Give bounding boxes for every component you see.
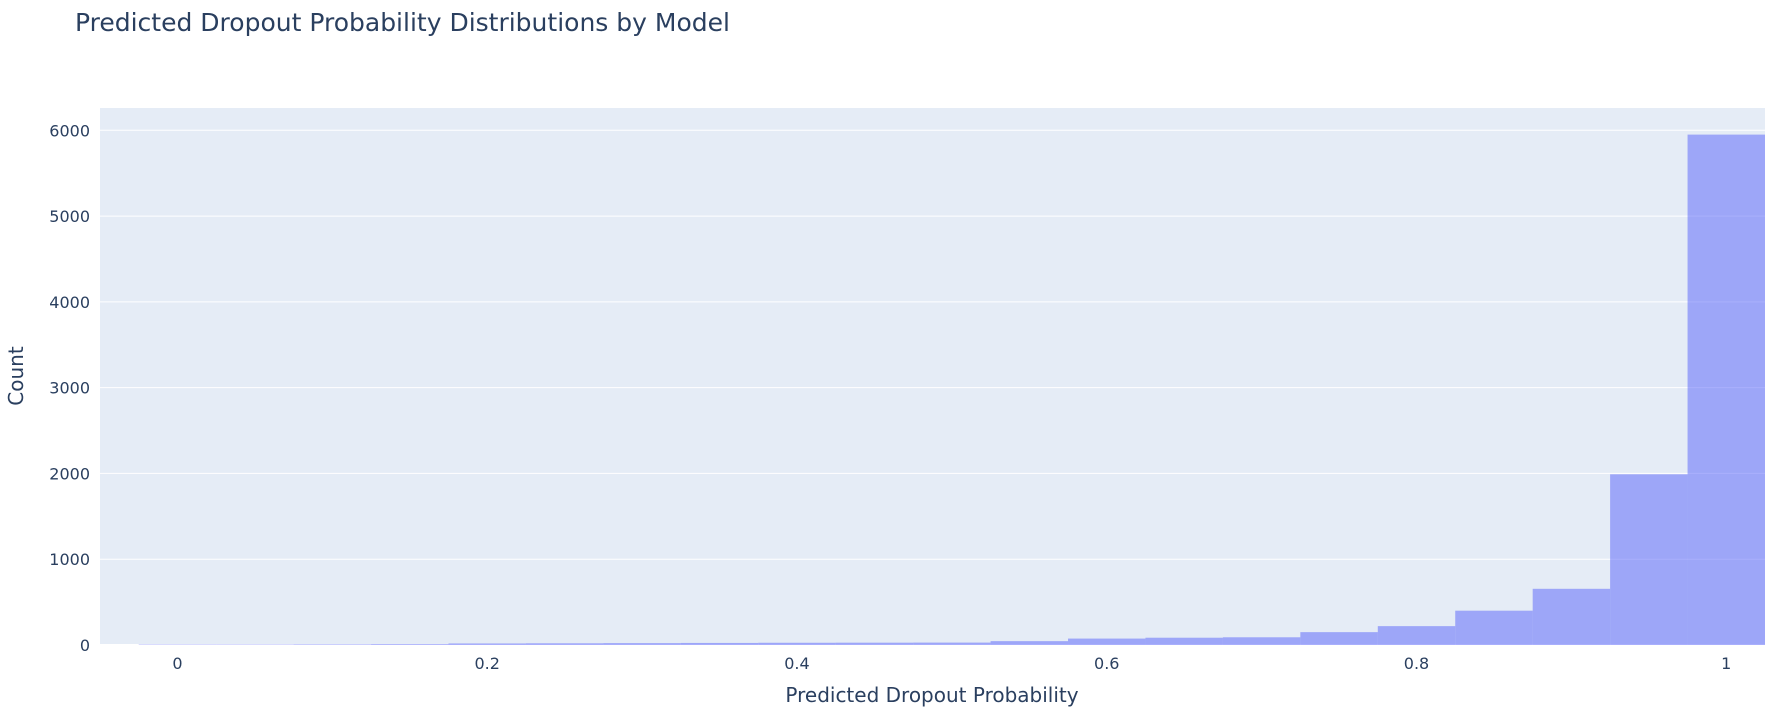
histogram-bar — [1222, 637, 1301, 645]
histogram-bar — [1610, 474, 1688, 645]
histogram-bar — [1300, 632, 1378, 645]
y-tick-label: 3000 — [49, 379, 90, 398]
y-axis-label: Count — [4, 346, 28, 406]
histogram-bar — [758, 642, 836, 645]
y-tick-label: 5000 — [49, 207, 90, 226]
histogram-bar — [448, 643, 526, 645]
bars — [138, 134, 1765, 645]
histogram-bar — [293, 644, 372, 645]
y-tick-label: 2000 — [49, 464, 90, 483]
y-tick-label: 6000 — [49, 121, 90, 140]
histogram-bar — [1455, 610, 1533, 645]
x-tick-label: 0.6 — [1094, 654, 1119, 673]
histogram-bar — [371, 644, 449, 645]
x-tick-label: 1 — [1721, 654, 1731, 673]
x-tick-label: 0.8 — [1404, 654, 1429, 673]
histogram-bar — [1687, 134, 1765, 645]
x-tick-label: 0.4 — [784, 654, 809, 673]
histogram-bar — [1377, 626, 1456, 645]
histogram-bar — [835, 642, 914, 645]
y-tick-label: 1000 — [49, 550, 90, 569]
histogram-bar — [1532, 588, 1611, 645]
plot-background — [100, 108, 1765, 645]
histogram-bar — [990, 641, 1069, 645]
histogram-bar — [913, 642, 991, 645]
histogram-bar — [1145, 637, 1223, 645]
chart-title: Predicted Dropout Probability Distributi… — [75, 8, 730, 37]
y-tick-labels: 0 1000 2000 3000 4000 5000 6000 — [49, 121, 90, 655]
y-tick-label: 4000 — [49, 293, 90, 312]
x-axis-label: Predicted Dropout Probability — [785, 683, 1078, 707]
histogram-bar — [603, 643, 681, 645]
x-tick-labels: 0 0.2 0.4 0.6 0.8 1 — [172, 654, 1731, 673]
histogram-bar — [1068, 638, 1146, 645]
x-tick-label: 0 — [172, 654, 182, 673]
histogram-bar — [525, 643, 604, 645]
histogram-bar — [680, 642, 759, 645]
y-tick-label: 0 — [80, 636, 90, 655]
x-tick-label: 0.2 — [474, 654, 499, 673]
